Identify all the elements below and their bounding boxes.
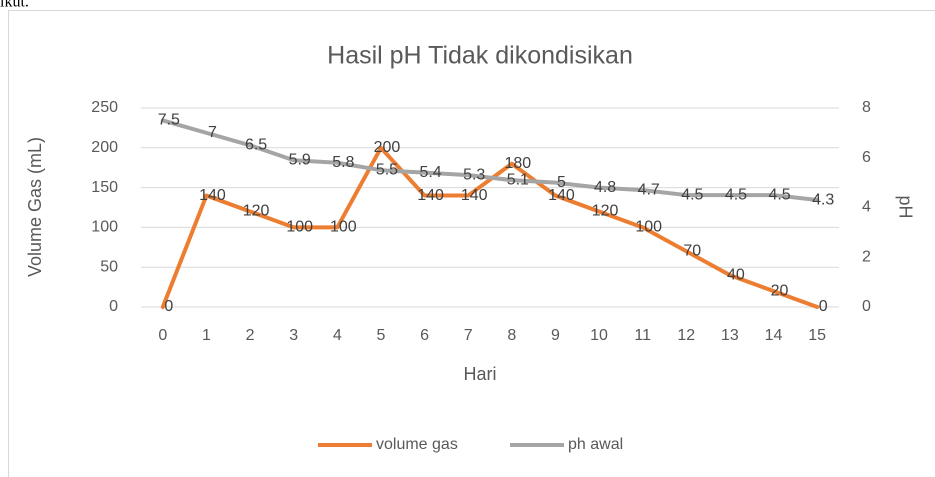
data-label: 4.5 (725, 186, 747, 203)
x-tick-label: 10 (590, 327, 608, 344)
data-label: 100 (635, 219, 662, 236)
x-tick-label: 13 (721, 327, 739, 344)
data-label: 5.4 (419, 164, 441, 181)
data-label: 5.1 (507, 171, 529, 188)
data-label: 100 (286, 219, 313, 236)
x-tick-label: 7 (464, 327, 473, 344)
y2-axis-title: pH (895, 195, 915, 218)
x-tick-label: 8 (507, 327, 516, 344)
data-label: 5.8 (332, 154, 354, 171)
data-label: 200 (374, 139, 401, 156)
data-label: 120 (243, 203, 270, 220)
x-tick-label: 1 (202, 327, 211, 344)
data-label: 7.5 (158, 112, 180, 129)
x-tick-label: 12 (677, 327, 695, 344)
data-label: 5.3 (463, 166, 485, 183)
data-label: 5 (557, 174, 566, 191)
y-tick-label: 150 (91, 179, 118, 196)
y2-tick-label: 4 (862, 199, 871, 216)
x-tick-label: 6 (420, 327, 429, 344)
page-text: ikut. (0, 0, 29, 11)
legend-label: volume gas (376, 436, 458, 453)
data-label: 0 (819, 298, 828, 315)
data-label: 4.5 (681, 186, 703, 203)
y-tick-label: 100 (91, 219, 118, 236)
y-tick-label: 0 (109, 298, 118, 315)
y2-tick-label: 8 (862, 99, 871, 116)
data-label: 100 (330, 219, 357, 236)
data-label: 70 (683, 242, 701, 259)
data-label: 140 (199, 187, 226, 204)
data-label: 4.7 (638, 181, 660, 198)
x-tick-label: 4 (333, 327, 342, 344)
x-tick-label: 0 (158, 327, 167, 344)
data-label: 20 (771, 282, 789, 299)
data-label: 4.8 (594, 179, 616, 196)
data-label: 4.3 (812, 191, 834, 208)
data-label: 140 (461, 187, 488, 204)
y-tick-label: 200 (91, 139, 118, 156)
y2-tick-label: 0 (862, 298, 871, 315)
data-label: 5.5 (376, 161, 398, 178)
data-label: 140 (417, 187, 444, 204)
x-tick-label: 2 (246, 327, 255, 344)
y2-tick-label: 6 (862, 149, 871, 166)
x-axis-title: Hari (463, 364, 496, 384)
data-label: 4.5 (768, 186, 790, 203)
series-line (160, 118, 820, 203)
chart-title: Hasil pH Tidak dikondisikan (327, 42, 633, 70)
chart-frame (8, 10, 935, 477)
y-tick-label: 250 (91, 99, 118, 116)
x-tick-label: 14 (765, 327, 783, 344)
x-tick-label: 5 (376, 327, 385, 344)
data-label: 0 (164, 298, 173, 315)
y-tick-label: 50 (100, 258, 118, 275)
data-label: 120 (592, 203, 619, 220)
data-label: 40 (727, 266, 745, 283)
y2-tick-label: 2 (862, 248, 871, 265)
y-axis-title: Volume Gas (mL) (25, 137, 45, 277)
x-tick-label: 11 (634, 327, 651, 344)
data-label: 5.9 (289, 151, 311, 168)
x-tick-label: 3 (289, 327, 298, 344)
data-label: 180 (504, 155, 531, 172)
x-tick-label: 15 (808, 327, 826, 344)
x-tick-label: 9 (551, 327, 560, 344)
data-label: 6.5 (245, 137, 267, 154)
data-label: 7 (208, 124, 217, 141)
legend-label: ph awal (568, 436, 623, 453)
data-label: 140 (548, 187, 575, 204)
